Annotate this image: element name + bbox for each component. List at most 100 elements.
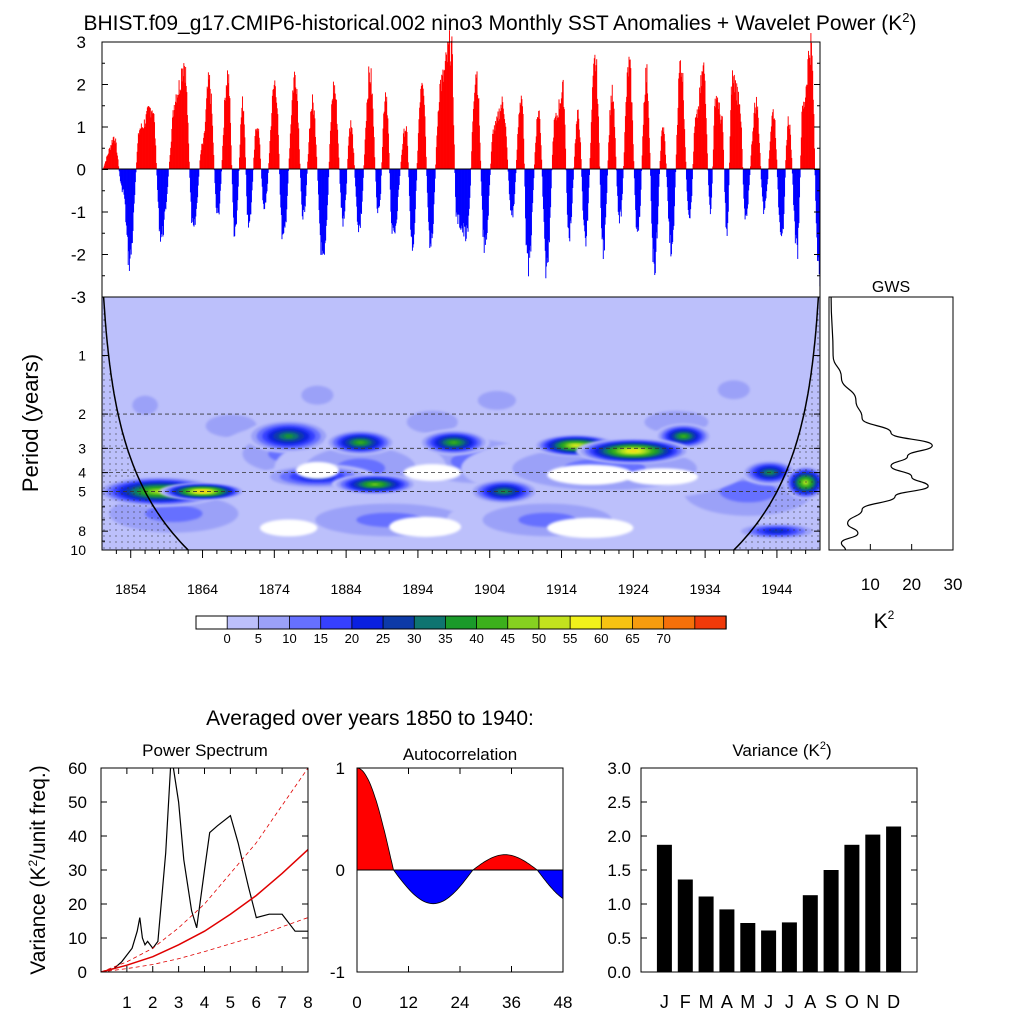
sst-bar (228, 74, 230, 170)
sst-bar (209, 88, 211, 170)
sst-bar (532, 169, 534, 191)
sst-bar (313, 110, 315, 170)
sst-bar (374, 157, 376, 170)
sst-bar (750, 166, 751, 170)
colorbar-swatch (694, 615, 727, 630)
sst-bar (429, 169, 431, 248)
sst-bar (686, 169, 688, 192)
sst-bar (392, 169, 394, 226)
sst-bar (361, 169, 363, 214)
sst-bar (586, 169, 587, 237)
sst-bar (447, 42, 449, 170)
sst-bar (201, 143, 203, 170)
sst-bar (518, 114, 520, 170)
sst-bar (419, 107, 421, 170)
sst-bar (254, 135, 256, 170)
sst-bar (402, 133, 404, 170)
sst-bar (172, 110, 174, 170)
sst-bar (565, 169, 567, 171)
sst-bar (745, 169, 747, 215)
sst-bar (315, 144, 317, 170)
colorbar-label: 0 (224, 631, 231, 646)
sst-bar (640, 169, 642, 190)
sst-bar (778, 169, 780, 215)
sst-bar (773, 119, 775, 170)
sst-bar (179, 93, 181, 170)
sst-bar (443, 70, 445, 170)
sst-bar (534, 164, 535, 170)
sst-bar (812, 70, 814, 170)
sst-bar (328, 169, 330, 178)
sst-bar (434, 169, 436, 193)
sst-bar (249, 169, 251, 222)
sst-bar (130, 169, 132, 250)
sst-bar (416, 163, 418, 170)
sst-bar (390, 169, 392, 212)
sst-bar (195, 169, 197, 217)
colorbar-swatch (538, 615, 571, 630)
sst-bar (633, 169, 635, 179)
power-spectrum-y-tick-label: 10 (68, 929, 87, 948)
sst-bar (523, 163, 525, 170)
sst-bar (234, 169, 236, 237)
sst-bar (813, 114, 815, 170)
sst-bar (448, 42, 450, 170)
sst-bar (198, 169, 200, 177)
sst-bar (244, 137, 246, 170)
sst-bar (661, 130, 663, 170)
sst-bar (537, 117, 539, 170)
sst-bar (705, 103, 707, 170)
sst-bar (242, 96, 243, 170)
sst-bar (462, 169, 464, 233)
power-spectrum-axes: 1 2 3 4 5 6 7 8 0 10 20 30 40 50 60 (68, 759, 313, 1012)
sst-bar (207, 88, 209, 170)
sst-bar (180, 68, 182, 170)
sst-bar (211, 113, 213, 170)
autocorrelation-x-tick-label: 48 (554, 993, 573, 1012)
sst-bar (404, 131, 406, 170)
sst-bar (341, 169, 343, 208)
sst-bar (510, 169, 512, 211)
sst-bar (425, 156, 427, 170)
sst-bar (146, 111, 148, 170)
sst-bar (814, 169, 816, 176)
sst-bar (736, 83, 738, 170)
sst-bar (766, 169, 768, 185)
sst-bar (742, 167, 744, 170)
sst-bar (393, 169, 395, 231)
sst-bar (212, 142, 214, 170)
sst-bar (294, 71, 296, 170)
sst-bar (699, 87, 701, 170)
sst-bar (322, 169, 324, 251)
sst-bar (245, 169, 247, 175)
sst-bar (774, 120, 776, 170)
sst-bar (655, 169, 657, 252)
sst-bar (568, 169, 570, 229)
sst-bar (513, 169, 515, 205)
sst-bar (398, 169, 400, 190)
sst-bar (726, 169, 728, 236)
sst-bar (309, 127, 311, 170)
sst-bar (192, 169, 194, 222)
sst-bar (538, 111, 540, 170)
sst-bar (207, 72, 209, 170)
sst-bar (626, 72, 628, 170)
sst-bar (447, 44, 449, 170)
gws-x-axis: 10 20 30 (861, 544, 962, 594)
sst-bar (666, 169, 668, 177)
sst-bar (692, 164, 694, 170)
sst-bar (419, 102, 421, 170)
sst-bar (370, 68, 372, 170)
sst-bar (345, 169, 347, 195)
sst-bar (818, 169, 820, 275)
variance-y-tick-label: 0.0 (607, 963, 631, 982)
sst-bar (730, 110, 732, 170)
sst-bar (808, 50, 809, 170)
sst-bar (389, 169, 391, 174)
sst-bar (191, 169, 193, 223)
sst-bar (133, 169, 135, 213)
sst-bar (696, 114, 698, 170)
sst-bar (375, 169, 377, 182)
sst-bar (587, 169, 589, 221)
sst-bar (135, 169, 137, 173)
